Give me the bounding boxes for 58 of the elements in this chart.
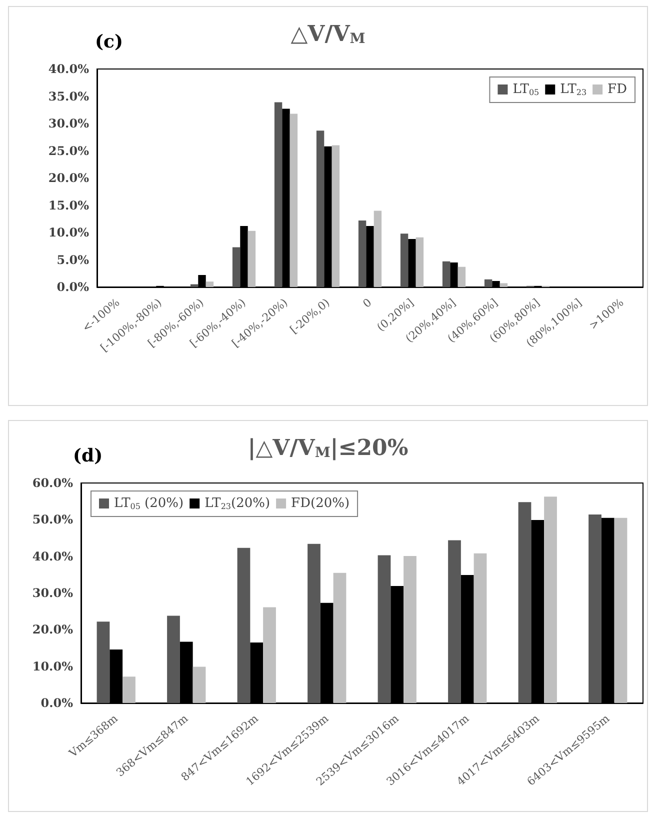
bar <box>232 247 240 287</box>
bar <box>474 553 487 703</box>
y-tick-label: 15.0% <box>48 198 90 212</box>
bar <box>374 210 382 287</box>
bar <box>333 572 346 703</box>
legend-label: LT23(20%) <box>204 496 270 511</box>
bar <box>263 607 276 703</box>
bar <box>378 555 391 703</box>
bar <box>122 676 136 703</box>
y-tick-label: 10.0% <box>48 226 90 240</box>
bar <box>544 496 557 703</box>
y-tick-label: 10.0% <box>32 659 74 674</box>
bar <box>500 283 508 287</box>
y-tick-label: 20.0% <box>32 622 74 637</box>
bar <box>248 230 256 287</box>
bar <box>290 114 298 287</box>
text: (c) <box>95 32 123 52</box>
x-tick-label: 0 <box>360 296 374 310</box>
y-tick-label: 60.0% <box>32 476 74 490</box>
bar <box>404 556 416 703</box>
bar <box>237 548 250 703</box>
bar <box>442 261 450 287</box>
bar <box>167 616 180 703</box>
bar <box>206 282 214 287</box>
bar <box>96 622 110 703</box>
y-tick-label: 5.0% <box>56 252 90 267</box>
y-tick-label: 40.0% <box>48 62 90 76</box>
chart-title: |△V/VM|≤20% <box>248 435 408 461</box>
chart-title: △V/VM <box>290 21 366 47</box>
legend-label: LT05 (20%) <box>114 496 184 511</box>
text: (d) <box>73 446 103 466</box>
bar <box>192 666 206 703</box>
legend-label: LT23 <box>560 82 587 97</box>
legend-label: FD <box>608 82 628 97</box>
bar <box>416 237 424 287</box>
y-tick-label: 0.0% <box>40 696 74 710</box>
y-tick-label: 30.0% <box>48 116 90 130</box>
y-tick-label: 20.0% <box>48 171 90 185</box>
bar <box>400 234 408 287</box>
y-tick-label: 25.0% <box>48 144 90 158</box>
bar <box>614 518 628 703</box>
y-tick-label: 40.0% <box>32 549 74 564</box>
y-tick-label: 50.0% <box>32 512 74 527</box>
bar <box>448 540 461 703</box>
y-tick-label: 0.0% <box>56 280 90 294</box>
legend-label: FD(20%) <box>291 496 350 511</box>
bar <box>484 279 492 287</box>
bar <box>332 145 340 287</box>
y-tick-label: 30.0% <box>32 586 74 600</box>
bar <box>274 102 282 287</box>
y-tick-label: 35.0% <box>48 89 90 104</box>
bar <box>588 514 602 703</box>
bar <box>316 130 324 287</box>
bar <box>458 266 466 287</box>
legend-label: LT05 <box>512 82 540 97</box>
bar <box>308 544 320 703</box>
bar <box>358 220 366 287</box>
bar <box>518 502 532 703</box>
